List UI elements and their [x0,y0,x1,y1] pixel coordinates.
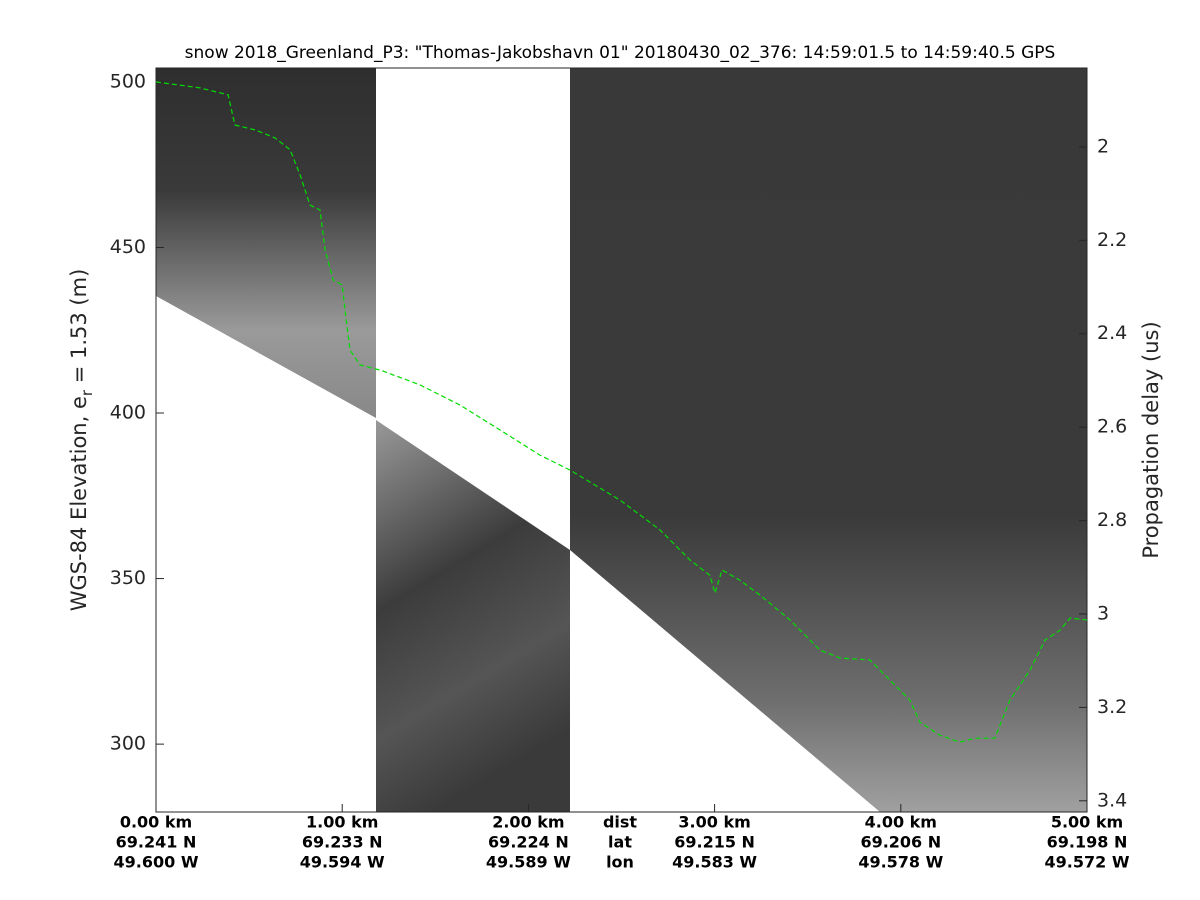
x-tick-lat: 69.224 N [488,833,569,852]
y2-axis-label: Propagation delay (us) [1139,321,1163,558]
x-tick-label: 1.00 km [306,813,378,832]
y2-tick-label: 3.2 [1097,696,1127,718]
y-axis-label-sub: r [78,389,96,396]
x-tick-label: 3.00 km [678,813,750,832]
x-tick-label: 2.00 km [492,813,564,832]
y2-tick-label: 3 [1097,602,1109,624]
x-tick-lon: 49.578 W [858,853,943,872]
x-tick-lat: 69.198 N [1047,833,1128,852]
y2-tick-label: 2.4 [1097,322,1127,344]
x-tick-label: 5.00 km [1051,813,1123,832]
y2-tick-label: 3.4 [1097,789,1127,811]
x-tick-lat: 69.206 N [860,833,941,852]
y-tick-label: 450 [110,236,146,258]
plot-frame [155,67,1088,813]
y2-tick-label: 2.8 [1097,509,1127,531]
y2-tick-label: 2 [1097,135,1109,157]
y2-tick-label: 2.6 [1097,416,1127,438]
echogram-middle [376,420,570,812]
x-tick-lat: 69.233 N [302,833,383,852]
x-tick-lat: 69.215 N [674,833,755,852]
echogram [156,68,1087,812]
x-row-label: lon [606,853,634,872]
x-tick-lon: 49.600 W [114,853,199,872]
x-tick-lat: 69.241 N [116,833,197,852]
x-row-label: lat [608,833,632,852]
x-tick-label: 0.00 km [120,813,192,832]
surface-line [155,81,1088,743]
y-axis-label-main: WGS-84 Elevation, e [67,396,91,611]
y-tick-label: 400 [110,402,146,424]
chart-title: snow 2018_Greenland_P3: "Thomas-Jakobsha… [185,43,1056,63]
y-axis-label-end: = 1.53 (m) [67,269,91,390]
y-axis-label: WGS-84 Elevation, er = 1.53 (m) [67,269,96,612]
x-row-label: dist [603,813,637,832]
echogram-left [156,68,376,418]
echogram-right [570,68,1087,812]
y-tick-label: 300 [110,733,146,755]
x-tick-label: 4.00 km [865,813,937,832]
y-tick-label: 500 [110,70,146,92]
x-tick-lon: 49.594 W [300,853,385,872]
y-tick-label: 350 [110,567,146,589]
x-tick-lon: 49.589 W [486,853,571,872]
x-tick-lon: 49.583 W [672,853,757,872]
y2-tick-label: 2.2 [1097,229,1127,251]
x-tick-lon: 49.572 W [1045,853,1130,872]
